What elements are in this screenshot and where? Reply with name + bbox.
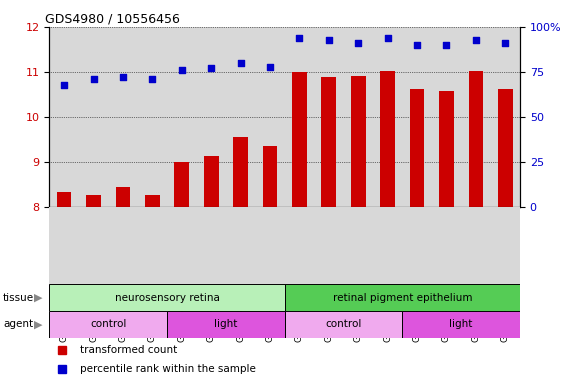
- Bar: [381, 71, 395, 207]
- Bar: [410, 89, 424, 207]
- Point: [295, 35, 304, 41]
- Text: retinal pigment epithelium: retinal pigment epithelium: [332, 293, 472, 303]
- Point: [89, 76, 98, 82]
- Bar: [174, 162, 189, 207]
- Point: [119, 74, 128, 81]
- Bar: [116, 187, 130, 207]
- Text: light: light: [214, 319, 238, 329]
- Bar: [351, 76, 365, 207]
- Point: [324, 36, 333, 43]
- Bar: [439, 91, 454, 207]
- Point: [266, 63, 275, 70]
- Bar: [498, 89, 512, 207]
- Bar: [57, 192, 71, 207]
- Bar: [321, 78, 336, 207]
- Point: [236, 60, 245, 66]
- Bar: [403, 311, 520, 338]
- Bar: [204, 156, 218, 207]
- Point: [148, 76, 157, 82]
- Bar: [49, 311, 167, 338]
- Text: tissue: tissue: [3, 293, 34, 303]
- Text: ▶: ▶: [34, 293, 42, 303]
- Text: ▶: ▶: [34, 319, 42, 329]
- Point: [177, 67, 187, 73]
- Point: [413, 42, 422, 48]
- Text: GDS4980 / 10556456: GDS4980 / 10556456: [45, 13, 180, 26]
- Bar: [468, 71, 483, 207]
- Bar: [285, 284, 520, 311]
- Text: light: light: [450, 319, 473, 329]
- Bar: [285, 311, 403, 338]
- Point: [501, 40, 510, 46]
- Text: neurosensory retina: neurosensory retina: [114, 293, 220, 303]
- Point: [383, 35, 392, 41]
- Text: transformed count: transformed count: [80, 345, 177, 355]
- Bar: [86, 195, 101, 207]
- Text: control: control: [325, 319, 362, 329]
- Bar: [145, 195, 160, 207]
- Text: agent: agent: [3, 319, 33, 329]
- Point: [442, 42, 451, 48]
- Point: [59, 81, 69, 88]
- Bar: [263, 146, 277, 207]
- Bar: [292, 72, 307, 207]
- Text: percentile rank within the sample: percentile rank within the sample: [80, 364, 256, 374]
- Point: [471, 36, 480, 43]
- Bar: [233, 137, 248, 207]
- Text: control: control: [90, 319, 127, 329]
- Point: [206, 65, 216, 71]
- Bar: [167, 311, 285, 338]
- Point: [354, 40, 363, 46]
- Bar: [49, 284, 285, 311]
